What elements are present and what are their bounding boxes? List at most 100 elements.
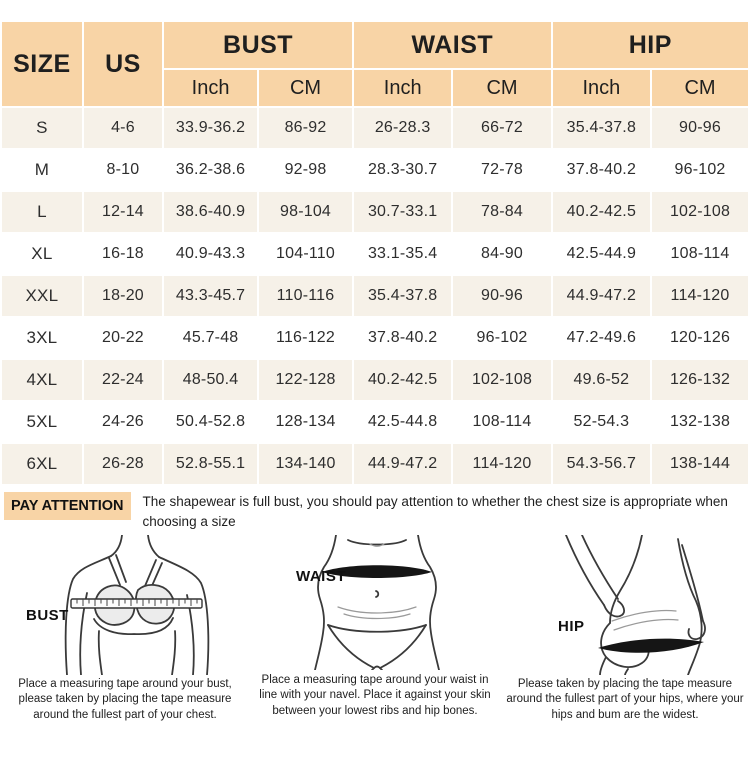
waist-cm-cell: 108-114 [453,402,551,442]
size-cell: 3XL [2,318,82,358]
hip-cm-cell: 120-126 [652,318,748,358]
size-cell: XXL [2,276,82,316]
hip-cm-cell: 132-138 [652,402,748,442]
hip-inch-cell: 54.3-56.7 [552,444,651,484]
table-row: 3XL 20-22 45.7-48 116-122 37.8-40.2 96-1… [2,318,748,358]
guide-waist: WAIST Place a measuring tape around your… [250,534,500,770]
waist-inch-cell: 28.3-30.7 [354,150,452,190]
bust-inch-cell: 52.8-55.1 [164,444,258,484]
pay-attention-text: The shapewear is full bust, you should p… [142,494,728,530]
bust-cm-cell: 104-110 [259,234,352,274]
hip-cm-cell: 138-144 [652,444,748,484]
hip-cm-cell: 126-132 [652,360,748,400]
bust-label: BUST [26,606,69,624]
bust-illustration [64,534,210,675]
size-cell: M [2,150,82,190]
bust-cm-cell: 128-134 [259,402,352,442]
waist-inch-cell: 40.2-42.5 [354,360,452,400]
size-table: SIZE US BUST WAIST HIP Inch CM Inch CM I… [0,20,750,486]
bust-inch-cell: 43.3-45.7 [164,276,258,316]
waist-tape-band [322,564,432,578]
bust-cm-cell: 86-92 [259,108,352,148]
buttock [600,621,650,668]
waist-inch-cell: 44.9-47.2 [354,444,452,484]
hip-inch-cell: 35.4-37.8 [552,108,651,148]
subheader-bust-inch: Inch [164,70,258,106]
hip-cm-cell: 114-120 [652,276,748,316]
subheader-waist-cm: CM [453,70,551,106]
bust-cm-cell: 92-98 [259,150,352,190]
us-cell: 8-10 [83,150,163,190]
navel [375,589,380,598]
bust-cm-cell: 122-128 [259,360,352,400]
hip-inch-cell: 42.5-44.9 [552,234,651,274]
measurement-guides: BUST Place a measuring tape around your … [0,534,750,770]
hip-inch-cell: 47.2-49.6 [552,318,651,358]
hip-caption: Please taken by placing the tape measure… [506,677,744,721]
waist-inch-cell: 42.5-44.8 [354,402,452,442]
bust-inch-cell: 33.9-36.2 [164,108,258,148]
bust-caption: Place a measuring tape around your bust,… [18,677,232,721]
waist-cm-cell: 102-108 [453,360,551,400]
hip-inch-cell: 49.6-52 [552,360,651,400]
col-header-us: US [83,22,163,106]
size-cell: S [2,108,82,148]
bust-inch-cell: 38.6-40.9 [164,192,258,232]
pay-attention-badge: PAY ATTENTION [4,492,131,520]
hip-inch-cell: 40.2-42.5 [552,192,651,232]
waist-cm-cell: 90-96 [453,276,551,316]
waist-label: WAIST [296,567,346,585]
size-cell: 6XL [2,444,82,484]
waist-cm-cell: 78-84 [453,192,551,232]
waist-inch-cell: 30.7-33.1 [354,192,452,232]
col-header-hip: HIP [552,22,748,68]
waist-cm-cell: 72-78 [453,150,551,190]
waist-cm-cell: 66-72 [453,108,551,148]
col-header-waist: WAIST [354,22,551,68]
table-row: L 12-14 38.6-40.9 98-104 30.7-33.1 78-84… [2,192,748,232]
bust-cm-cell: 98-104 [259,192,352,232]
table-row: 5XL 24-26 50.4-52.8 128-134 42.5-44.8 10… [2,402,748,442]
near-hand [603,599,625,617]
col-header-bust: BUST [164,22,352,68]
size-chart-page: SIZE US BUST WAIST HIP Inch CM Inch CM I… [0,20,750,721]
size-table-header: SIZE US BUST WAIST HIP Inch CM Inch CM I… [2,22,748,106]
waist-inch-cell: 26-28.3 [354,108,452,148]
bust-cm-cell: 116-122 [259,318,352,358]
hip-label: HIP [558,617,585,635]
bust-cm-cell: 134-140 [259,444,352,484]
guide-bust: BUST Place a measuring tape around your … [0,534,250,770]
hip-inch-cell: 37.8-40.2 [552,150,651,190]
us-cell: 18-20 [83,276,163,316]
waist-illustration [314,534,440,670]
size-cell: XL [2,234,82,274]
us-cell: 20-22 [83,318,163,358]
size-table-body: S 4-6 33.9-36.2 86-92 26-28.3 66-72 35.4… [2,108,748,484]
table-row: XXL 18-20 43.3-45.7 110-116 35.4-37.8 90… [2,276,748,316]
waist-cm-cell: 114-120 [453,444,551,484]
hip-illustration [565,534,706,675]
hip-inch-cell: 44.9-47.2 [552,276,651,316]
hip-inch-cell: 52-54.3 [552,402,651,442]
waist-inch-cell: 37.8-40.2 [354,318,452,358]
us-cell: 24-26 [83,402,163,442]
us-cell: 12-14 [83,192,163,232]
waist-cm-cell: 96-102 [453,318,551,358]
bust-inch-cell: 48-50.4 [164,360,258,400]
hip-cm-cell: 102-108 [652,192,748,232]
hip-cm-cell: 90-96 [652,108,748,148]
subheader-waist-inch: Inch [354,70,452,106]
table-row: 6XL 26-28 52.8-55.1 134-140 44.9-47.2 11… [2,444,748,484]
bust-inch-cell: 50.4-52.8 [164,402,258,442]
table-row: M 8-10 36.2-38.6 92-98 28.3-30.7 72-78 3… [2,150,748,190]
table-row: 4XL 22-24 48-50.4 122-128 40.2-42.5 102-… [2,360,748,400]
hip-tape-band [598,638,704,653]
pay-attention-note: PAY ATTENTION The shapewear is full bust… [4,492,746,533]
subheader-bust-cm: CM [259,70,352,106]
waist-inch-cell: 33.1-35.4 [354,234,452,274]
size-cell: 5XL [2,402,82,442]
guide-hip: HIP Please taken by placing the tape mea… [500,534,750,770]
subheader-hip-inch: Inch [552,70,651,106]
subheader-hip-cm: CM [652,70,748,106]
table-row: S 4-6 33.9-36.2 86-92 26-28.3 66-72 35.4… [2,108,748,148]
